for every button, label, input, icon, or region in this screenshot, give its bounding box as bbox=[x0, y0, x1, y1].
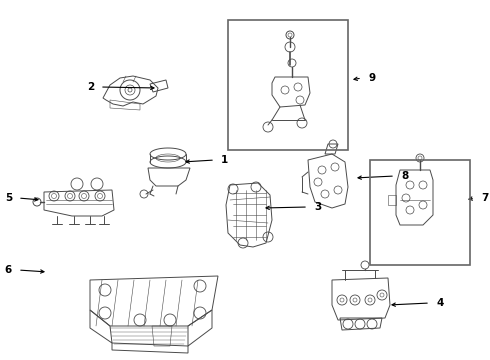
Text: 8: 8 bbox=[401, 171, 408, 181]
Text: 4: 4 bbox=[436, 298, 443, 308]
Text: 9: 9 bbox=[368, 73, 375, 83]
Text: 6: 6 bbox=[5, 265, 12, 275]
Text: 7: 7 bbox=[481, 193, 489, 203]
Bar bbox=[228, 20, 348, 150]
Text: 3: 3 bbox=[314, 202, 321, 212]
Text: 5: 5 bbox=[5, 193, 12, 203]
Text: 1: 1 bbox=[221, 155, 228, 165]
Bar bbox=[370, 160, 470, 265]
Text: 2: 2 bbox=[87, 82, 94, 92]
